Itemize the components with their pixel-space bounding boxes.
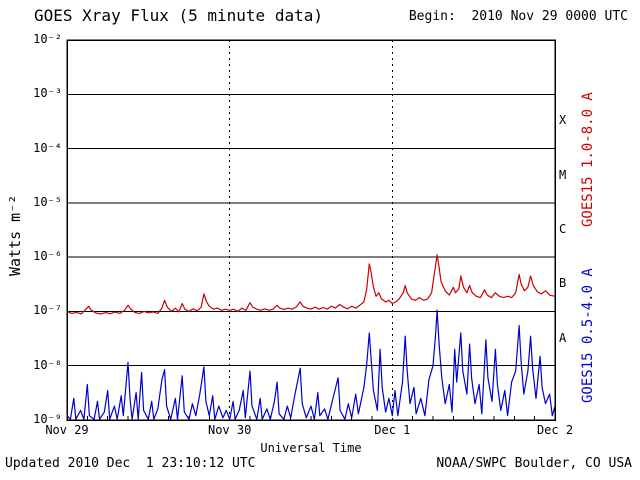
goes15-short-series-line	[66, 309, 556, 420]
flare-class-letter-a: A	[559, 330, 567, 345]
y-tick-label: 10⁻⁹	[33, 412, 62, 426]
goes15-long-channel-label: GOES15 1.0-8.0 A	[580, 92, 596, 228]
x-tick-label: Nov 30	[207, 423, 252, 437]
flare-class-letter-m: M	[559, 167, 567, 182]
flare-class-letter-b: B	[559, 276, 567, 291]
x-tick-label: Dec 2	[536, 423, 574, 437]
y-tick-label: 10⁻⁴	[33, 140, 62, 155]
flare-class-letter-c: C	[559, 222, 567, 236]
y-tick-label: 10⁻³	[33, 86, 62, 101]
y-tick-label: 10⁻²	[33, 32, 62, 46]
x-tick-label: Nov 29	[45, 423, 89, 437]
credit-text: NOAA/SWPC Boulder, CO USA	[436, 456, 632, 471]
y-axis-title: Watts m⁻²	[6, 194, 24, 276]
goes15-short-channel-label: GOES15 0.5-4.0 A	[580, 268, 596, 403]
flare-class-letter-x: X	[559, 113, 567, 128]
x-tick-label: Dec 1	[374, 423, 411, 437]
page-title: GOES Xray Flux (5 minute data)	[34, 6, 323, 25]
begin-timestamp: Begin: 2010 Nov 29 0000 UTC	[408, 9, 628, 24]
y-tick-label: 10⁻⁵	[33, 194, 62, 209]
y-tick-label: 10⁻⁸	[33, 357, 62, 372]
plot-border	[66, 39, 556, 421]
x-axis-title: Universal Time	[260, 441, 362, 455]
y-tick-label: 10⁻⁶	[33, 249, 62, 264]
updated-timestamp: Updated 2010 Dec 1 23:10:12 UTC	[5, 456, 256, 471]
y-tick-label: 10⁻⁷	[33, 303, 62, 318]
goes15-long-series-line	[66, 254, 556, 315]
